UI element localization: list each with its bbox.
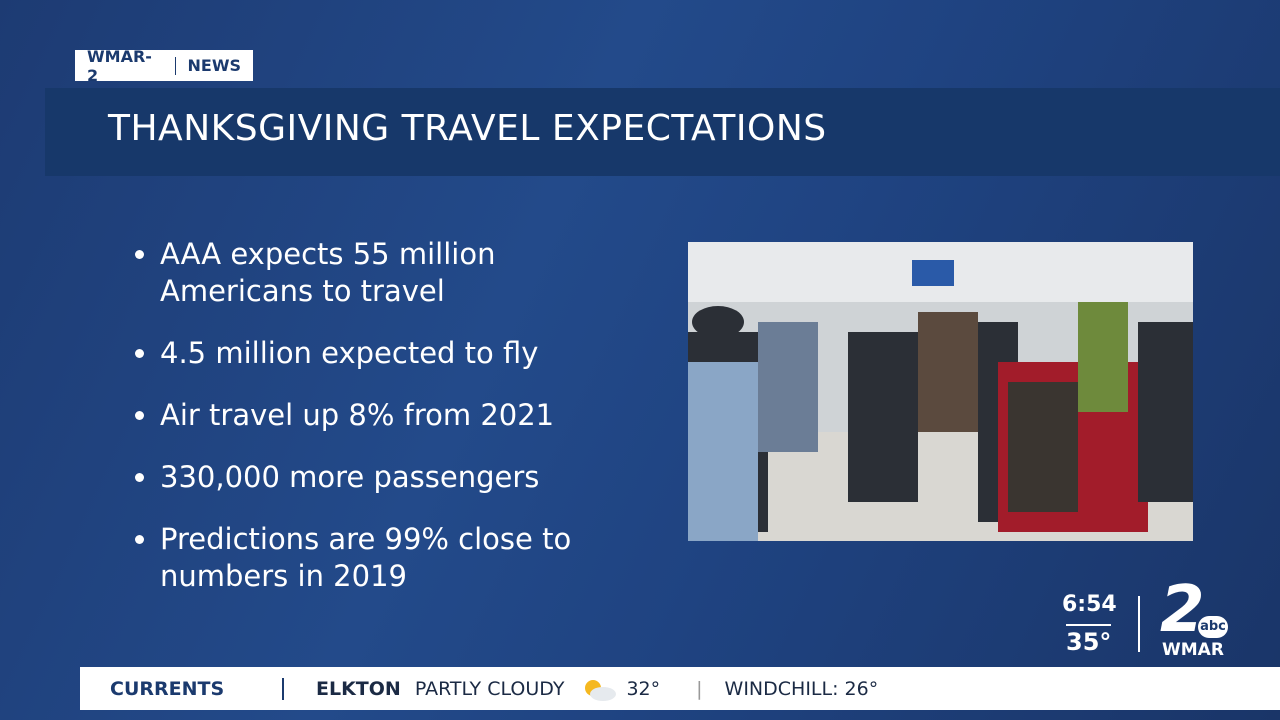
title-band: [45, 88, 1280, 176]
call-sign: WMAR: [1162, 640, 1224, 660]
headline: THANKSGIVING TRAVEL EXPECTATIONS: [108, 108, 827, 149]
bullet-list: AAA expects 55 million Americans to trav…: [140, 236, 600, 620]
bullet: AAA expects 55 million Americans to trav…: [160, 236, 600, 310]
ticker-temperature: 32°: [626, 677, 661, 700]
bullet: Predictions are 99% close to numbers in …: [160, 521, 600, 595]
weather-ticker: CURRENTS ELKTON PARTLY CLOUDY 32° | WIND…: [80, 667, 1280, 710]
clock-time: 6:54: [1062, 592, 1117, 617]
divider: [1138, 596, 1140, 652]
weather-icon: [585, 679, 617, 701]
station-name: WMAR-2: [87, 46, 152, 85]
ticker-condition: PARTLY CLOUDY: [414, 677, 565, 700]
network-logo: abc: [1198, 616, 1228, 638]
logo-number: 2: [1160, 573, 1205, 647]
divider: |: [696, 677, 703, 700]
section-name: NEWS: [187, 56, 242, 75]
station-bug: WMAR-2 NEWS: [75, 47, 253, 85]
bullet: 4.5 million expected to fly: [160, 335, 600, 372]
ticker-segment: CURRENTS: [80, 677, 284, 700]
bullet: Air travel up 8% from 2021: [160, 397, 600, 434]
divider: [174, 56, 176, 75]
airport-photo: [688, 242, 1193, 541]
clock-temperature: 35°: [1066, 624, 1112, 656]
bullet: 330,000 more passengers: [160, 459, 600, 496]
ticker-windchill: WINDCHILL: 26°: [724, 677, 879, 700]
ticker-location: ELKTON: [316, 677, 401, 700]
